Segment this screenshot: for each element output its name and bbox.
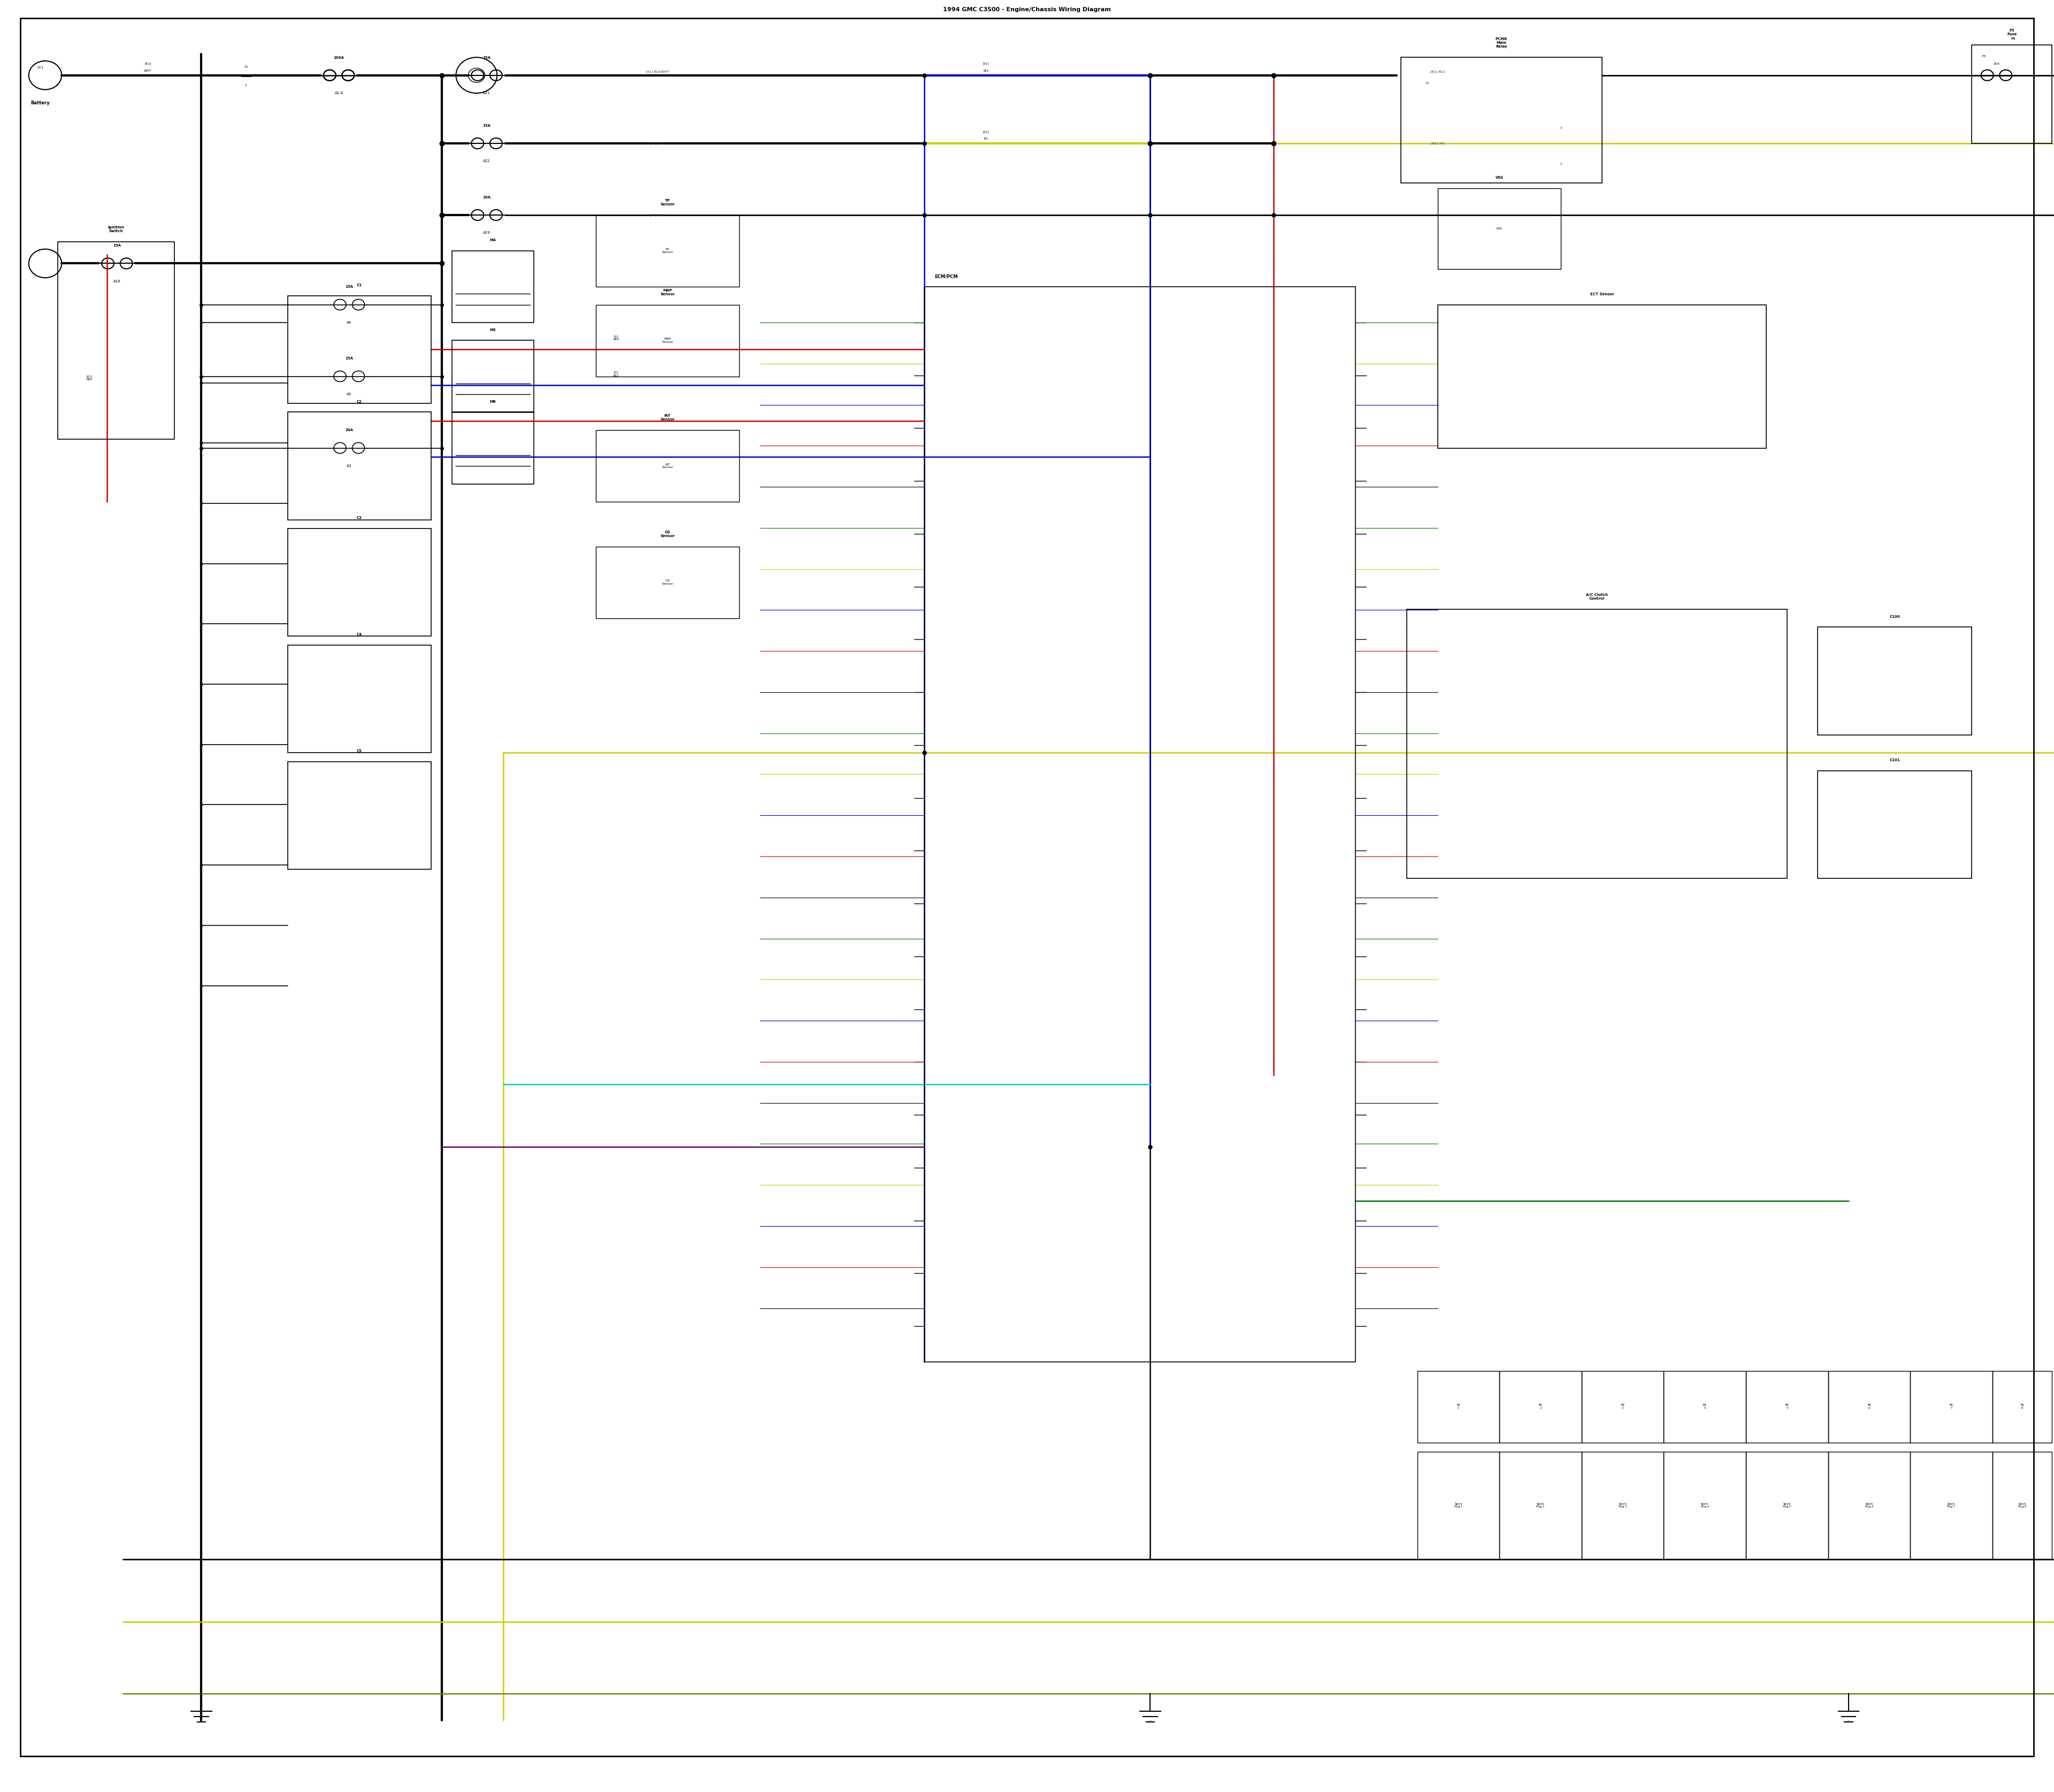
Bar — [1582, 1371, 1664, 1443]
Text: [A3] BLK: [A3] BLK — [649, 213, 665, 217]
Text: O2
Sensor: O2 Sensor — [661, 579, 674, 586]
Text: F5: F5 — [2011, 38, 2015, 39]
Text: 1: 1 — [244, 84, 246, 86]
Text: 20A: 20A — [345, 428, 353, 432]
Text: M4: M4 — [489, 238, 497, 242]
Text: [A1] BLK/WHT: [A1] BLK/WHT — [645, 70, 670, 73]
Text: INJ
8: INJ 8 — [2021, 1403, 2023, 1410]
Text: (+): (+) — [37, 66, 43, 68]
Bar — [1407, 609, 1787, 878]
Text: A22: A22 — [483, 159, 491, 163]
Text: A21: A21 — [483, 91, 491, 95]
Text: Spark
Plug 3: Spark Plug 3 — [1619, 1502, 1627, 1509]
Text: MAP
Sensor: MAP Sensor — [661, 337, 674, 344]
Text: C100: C100 — [1890, 615, 1900, 618]
Text: IAT
Sensor: IAT Sensor — [659, 414, 676, 421]
Text: TP
Sensor: TP Sensor — [659, 199, 676, 206]
Bar — [1417, 1452, 1499, 1559]
Text: Spark
Plug 6: Spark Plug 6 — [1865, 1502, 1873, 1509]
Bar — [1992, 1452, 2052, 1559]
Text: TP
Sensor: TP Sensor — [661, 247, 674, 254]
Text: C5: C5 — [357, 749, 362, 753]
Bar — [452, 251, 534, 323]
Text: Battery: Battery — [31, 100, 49, 106]
Text: C101: C101 — [1890, 758, 1900, 762]
Bar — [1499, 1452, 1582, 1559]
Text: 15A: 15A — [483, 124, 491, 127]
Bar — [1401, 57, 1602, 183]
Text: F5: F5 — [1982, 56, 1986, 57]
Text: [E1]
RED: [E1] RED — [86, 375, 92, 382]
Text: A/C Clutch
Control: A/C Clutch Control — [1586, 593, 1608, 600]
Text: INJ
6: INJ 6 — [1867, 1403, 1871, 1410]
Text: INJ
4: INJ 4 — [1703, 1403, 1707, 1410]
Text: G: G — [1847, 1720, 1851, 1722]
Bar — [596, 430, 739, 502]
Bar — [288, 645, 431, 753]
Text: Spark
Plug 2: Spark Plug 2 — [1536, 1502, 1545, 1509]
Text: [B2] YEL: [B2] YEL — [1432, 142, 1444, 145]
Bar — [1499, 1371, 1582, 1443]
Bar — [596, 547, 739, 618]
Text: 15A: 15A — [345, 285, 353, 289]
Bar — [288, 529, 431, 636]
Text: WHT: WHT — [144, 70, 152, 72]
Text: [E1]: [E1] — [144, 63, 152, 65]
Text: PCMR
Main
Relay: PCMR Main Relay — [1495, 38, 1508, 48]
Text: [A]
BLU: [A] BLU — [614, 371, 618, 376]
Text: 10A: 10A — [483, 195, 491, 199]
Text: G: G — [199, 1720, 203, 1722]
Text: [E1]: [E1] — [984, 63, 988, 65]
Text: VSS: VSS — [1495, 176, 1504, 179]
Text: ECT Sensor: ECT Sensor — [1590, 292, 1614, 296]
Text: 15A: 15A — [113, 244, 121, 247]
Text: Spark
Plug 1: Spark Plug 1 — [1454, 1502, 1462, 1509]
Text: G: G — [1148, 1720, 1152, 1722]
Bar — [1818, 627, 1972, 735]
Text: [B1] BLU: [B1] BLU — [1430, 70, 1446, 73]
Text: Spark
Plug 4: Spark Plug 4 — [1701, 1502, 1709, 1509]
Text: M5: M5 — [489, 328, 497, 332]
Text: C4: C4 — [357, 633, 362, 636]
Bar — [288, 762, 431, 869]
Bar — [1910, 1371, 1992, 1443]
Text: 20A: 20A — [1992, 63, 2001, 65]
Text: [E1]: [E1] — [984, 131, 988, 133]
Bar — [924, 287, 1356, 1362]
Text: IAT
Sensor: IAT Sensor — [661, 462, 674, 470]
Text: 100A: 100A — [333, 56, 345, 59]
Text: BLU: BLU — [984, 70, 988, 72]
Text: A3: A3 — [347, 464, 351, 468]
Text: A4: A4 — [347, 321, 351, 324]
Text: C1: C1 — [357, 283, 362, 287]
Text: Spark
Plug 8: Spark Plug 8 — [2019, 1502, 2025, 1509]
Bar — [1417, 1371, 1499, 1443]
Text: A5: A5 — [347, 392, 351, 396]
Bar — [1828, 1452, 1910, 1559]
Bar — [1746, 1371, 1828, 1443]
Text: Spark
Plug 5: Spark Plug 5 — [1783, 1502, 1791, 1509]
Bar — [1828, 1371, 1910, 1443]
Text: C2: C2 — [357, 400, 362, 403]
Text: F5
Fuse: F5 Fuse — [2007, 29, 2017, 36]
Text: INJ
3: INJ 3 — [1621, 1403, 1625, 1410]
Bar — [1910, 1452, 1992, 1559]
Text: A29: A29 — [483, 231, 491, 235]
Text: VSS: VSS — [1495, 228, 1504, 229]
Bar — [1746, 1452, 1828, 1559]
Bar — [58, 242, 175, 439]
Text: MAP
Sensor: MAP Sensor — [659, 289, 676, 296]
Bar — [1664, 1371, 1746, 1443]
Bar — [1818, 771, 1972, 878]
Bar — [1972, 45, 2052, 143]
Text: INJ
1: INJ 1 — [1456, 1403, 1460, 1410]
Bar — [1992, 1371, 2052, 1443]
Text: ECM/PCM: ECM/PCM — [935, 274, 957, 280]
Text: L5: L5 — [1425, 82, 1430, 84]
Bar — [288, 412, 431, 520]
Bar — [1438, 188, 1561, 269]
Bar — [452, 340, 534, 412]
Text: 1994 GMC C3500 - Engine/Chassis Wiring Diagram: 1994 GMC C3500 - Engine/Chassis Wiring D… — [943, 7, 1111, 13]
Text: T1: T1 — [244, 66, 249, 68]
Text: M6: M6 — [489, 400, 497, 403]
